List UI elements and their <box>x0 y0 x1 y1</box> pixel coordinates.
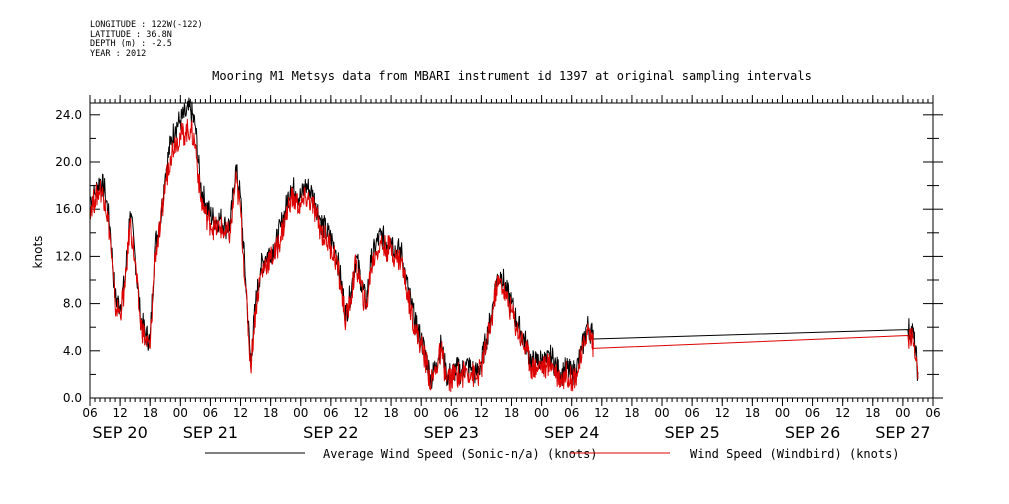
x-date-label: SEP 20 <box>92 423 147 442</box>
station-info: LONGITUDE : 122W(-122) LATITUDE : 36.8N … <box>90 20 203 59</box>
latitude-label: LATITUDE : 36.8N <box>90 29 172 40</box>
depth-label: DEPTH (m) : -2.5 <box>90 39 172 50</box>
legend: Average Wind Speed (Sonic-n/a) (knots) W… <box>205 447 900 461</box>
y-tick-label: 8.0 <box>63 297 82 311</box>
legend-label-windbird: Wind Speed (Windbird) (knots) <box>690 447 900 461</box>
x-date-label: SEP 25 <box>664 423 719 442</box>
axis-ticks <box>89 95 943 406</box>
x-tick-label: 06 <box>805 406 820 420</box>
y-tick-label: 0.0 <box>63 391 82 405</box>
x-tick-label: 12 <box>233 406 248 420</box>
x-tick-label: 06 <box>323 406 338 420</box>
x-tick-label: 18 <box>624 406 639 420</box>
y-tick-label: 20.0 <box>55 155 82 169</box>
series-lines <box>89 97 919 393</box>
x-tick-label: 06 <box>203 406 218 420</box>
legend-label-average-wind: Average Wind Speed (Sonic-n/a) (knots) <box>323 447 598 461</box>
chart-title: Mooring M1 Metsys data from MBARI instru… <box>212 69 812 83</box>
y-tick-label: 24.0 <box>55 108 82 122</box>
x-tick-label: 18 <box>865 406 880 420</box>
y-axis-label: knots <box>31 236 45 269</box>
series-line-average-wind-speed <box>89 97 919 389</box>
x-tick-label: 12 <box>594 406 609 420</box>
x-tick-label: 06 <box>444 406 459 420</box>
x-tick-label: 06 <box>685 406 700 420</box>
y-tick-label: 4.0 <box>63 344 82 358</box>
plot-frame <box>89 102 934 399</box>
x-tick-label: 18 <box>143 406 158 420</box>
longitude-label: LONGITUDE : 122W(-122) <box>90 20 203 30</box>
x-tick-label: 00 <box>895 406 910 420</box>
x-tick-label: 00 <box>534 406 549 420</box>
x-tick-label: 12 <box>112 406 127 420</box>
x-date-label: SEP 23 <box>424 423 479 442</box>
x-tick-label: 12 <box>835 406 850 420</box>
x-date-label: SEP 27 <box>875 423 930 442</box>
x-tick-label: 00 <box>293 406 308 420</box>
x-tick-label: 18 <box>745 406 760 420</box>
x-tick-label: 06 <box>82 406 97 420</box>
y-tick-label: 12.0 <box>55 249 82 263</box>
x-tick-label: 12 <box>353 406 368 420</box>
x-tick-label: 18 <box>383 406 398 420</box>
axis-labels: 06 12 18 00 06 12 18 00 06 12 18 00 06 12 18 00 06 12 18 00… <box>55 108 940 442</box>
x-date-label: SEP 22 <box>303 423 358 442</box>
x-tick-label: 00 <box>654 406 669 420</box>
x-tick-label: 12 <box>715 406 730 420</box>
x-tick-label: 18 <box>263 406 278 420</box>
x-tick-label: 00 <box>173 406 188 420</box>
x-tick-label: 12 <box>474 406 489 420</box>
year-label: YEAR : 2012 <box>90 48 147 59</box>
x-tick-label: 18 <box>504 406 519 420</box>
series-line-windbird-wind-speed <box>89 118 919 393</box>
x-tick-label: 06 <box>925 406 940 420</box>
x-tick-label: 00 <box>775 406 790 420</box>
x-date-label: SEP 26 <box>785 423 840 442</box>
x-tick-label: 00 <box>414 406 429 420</box>
y-tick-label: 16.0 <box>55 202 82 216</box>
x-date-label: SEP 21 <box>183 423 238 442</box>
x-date-label: SEP 24 <box>544 423 599 442</box>
x-tick-label: 06 <box>564 406 579 420</box>
